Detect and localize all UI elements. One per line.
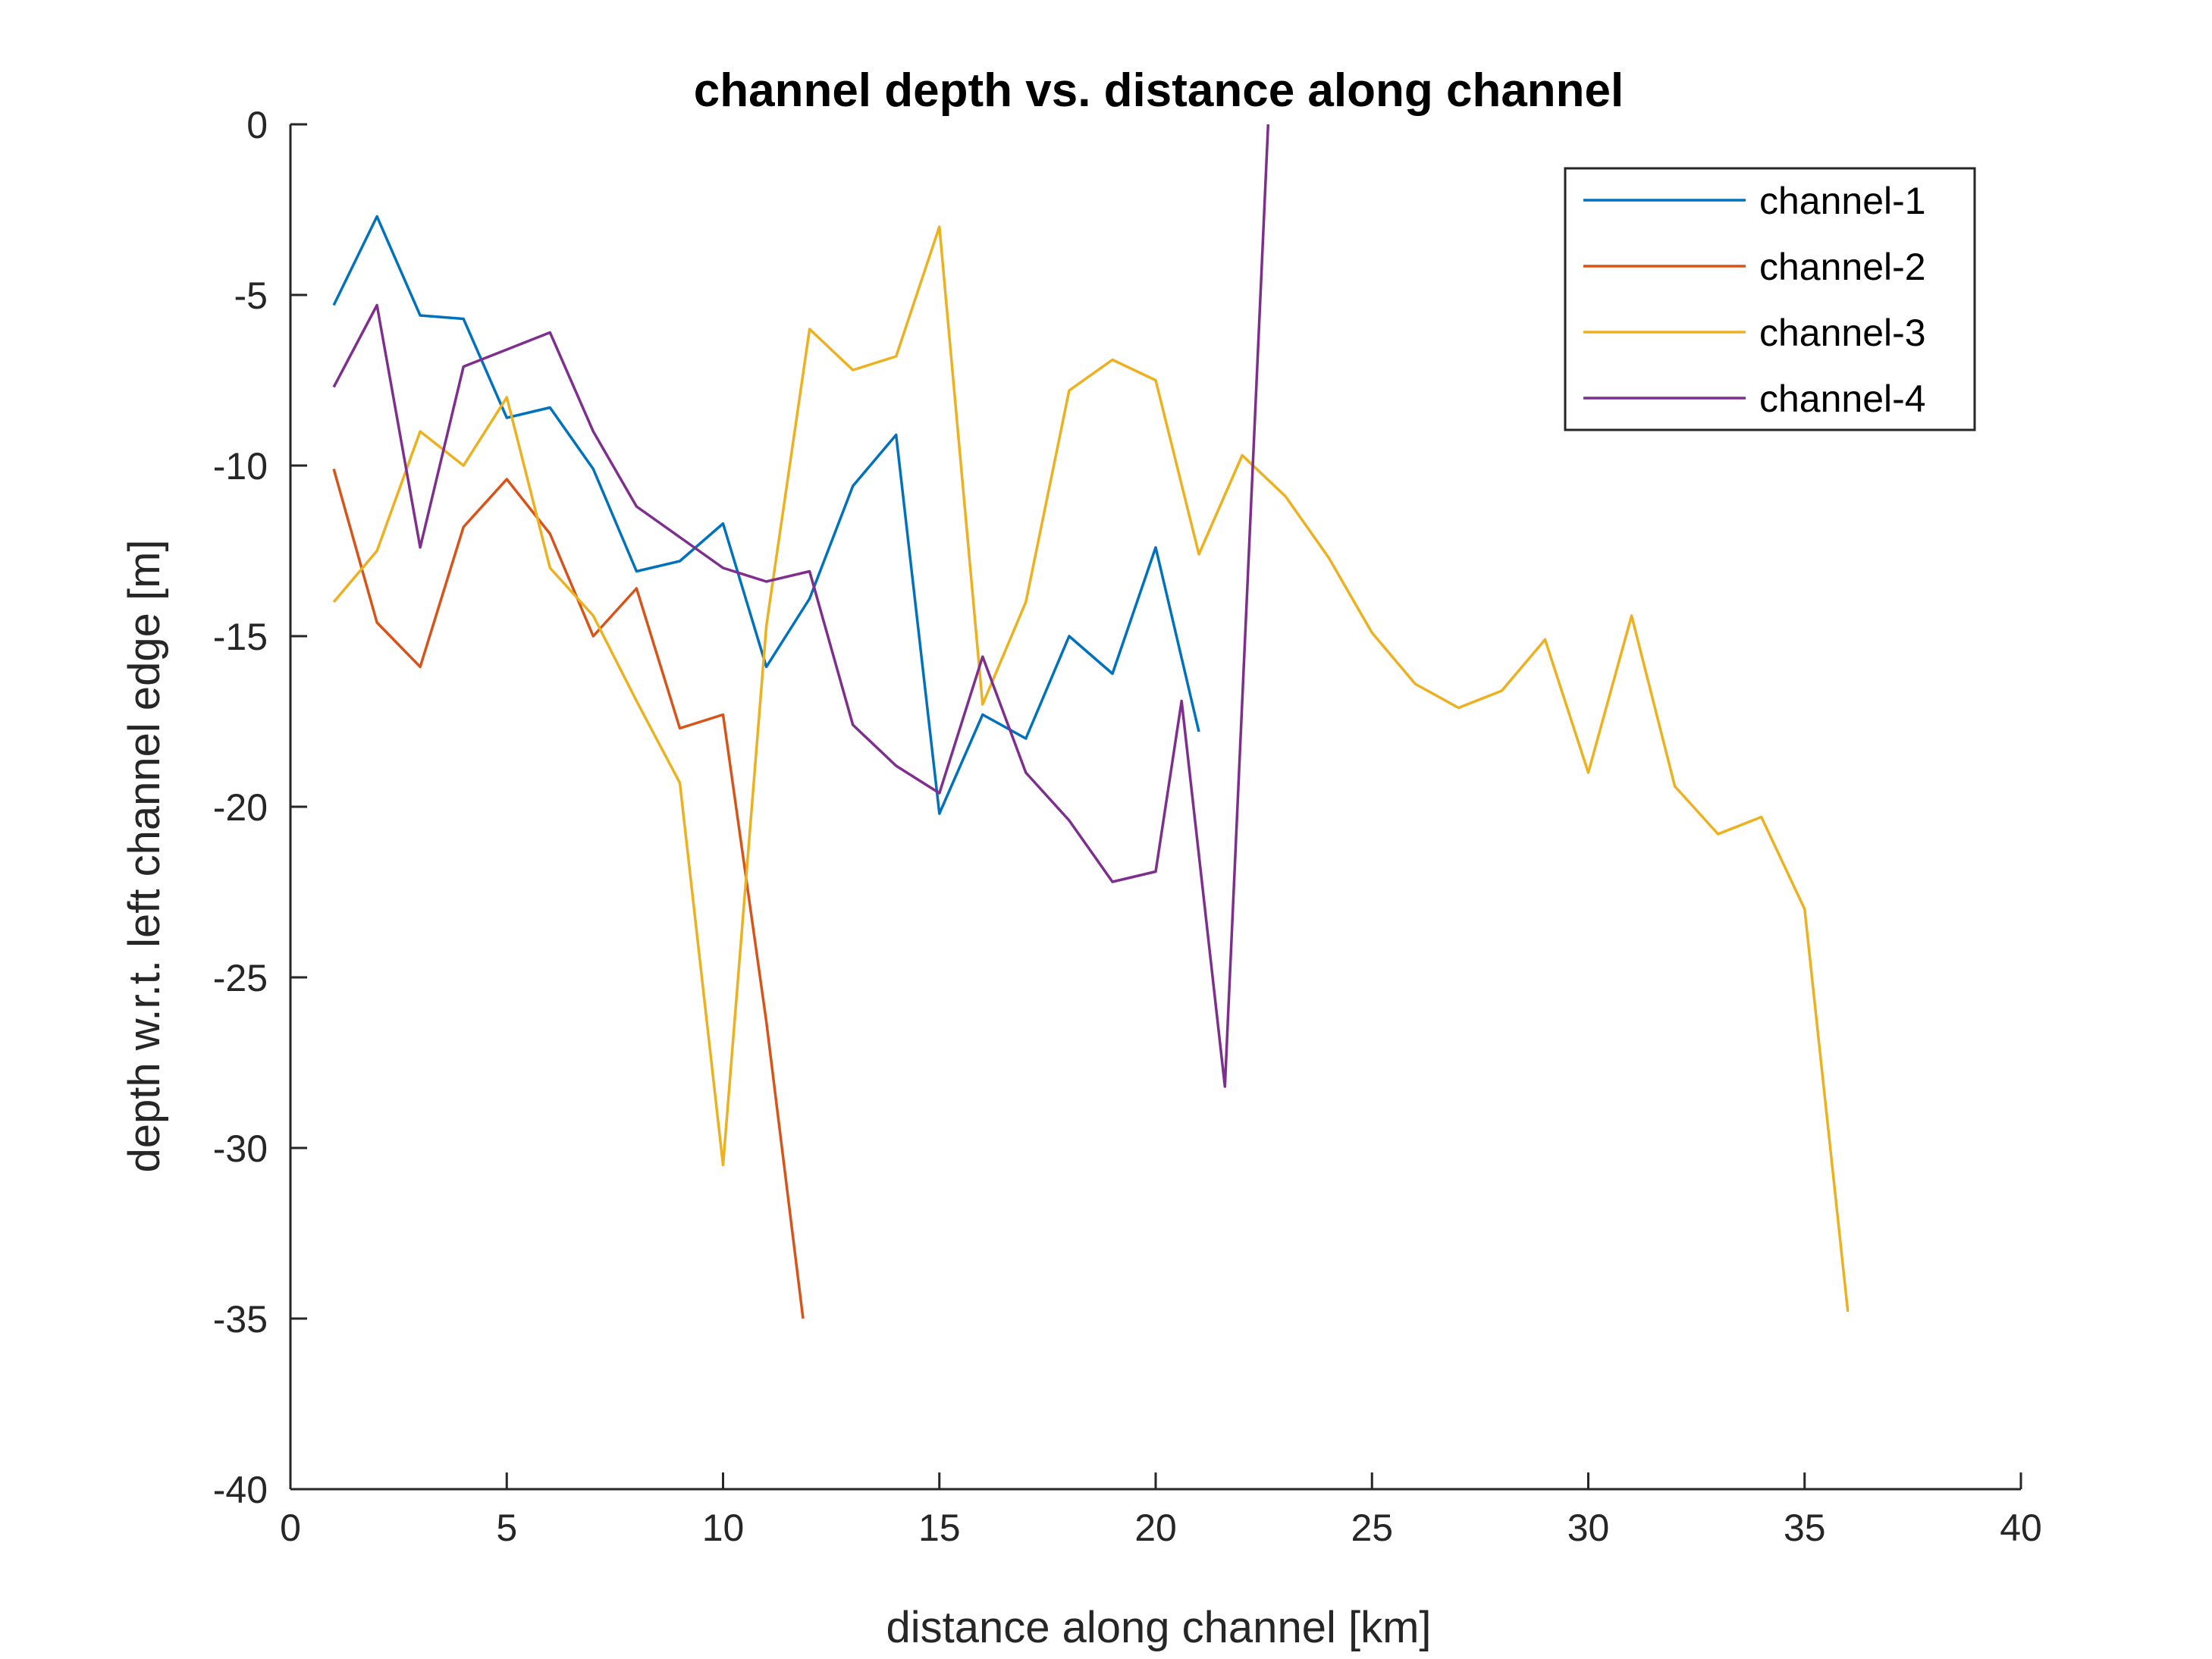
- legend-label-channel-3: channel-3: [1759, 312, 1926, 354]
- y-tick-label: -15: [213, 616, 268, 658]
- x-tick-label: 20: [1134, 1507, 1177, 1549]
- series-line-channel-4: [332, 124, 1270, 1088]
- x-tick-label: 40: [2000, 1507, 2042, 1549]
- y-tick-label: -20: [213, 786, 268, 829]
- x-tick-label: 0: [280, 1507, 301, 1549]
- y-tick-label: -35: [213, 1298, 268, 1341]
- x-tick-label: 30: [1567, 1507, 1610, 1549]
- x-tick-label: 15: [918, 1507, 961, 1549]
- y-tick-label: -40: [213, 1469, 268, 1511]
- y-tick-label: 0: [246, 104, 268, 146]
- y-tick-label: -10: [213, 445, 268, 488]
- x-tick-label: 5: [496, 1507, 517, 1549]
- x-tick-label: 35: [1784, 1507, 1826, 1549]
- y-tick-label: -30: [213, 1127, 268, 1170]
- legend-box: [1564, 167, 1976, 431]
- series-layer: [332, 124, 1850, 1319]
- y-tick-label: -25: [213, 957, 268, 999]
- series-line-channel-2: [332, 469, 805, 1319]
- legend-label-channel-1: channel-1: [1759, 180, 1926, 222]
- axes-layer: 0 5 10 15 20 25 30 35 40 0 -5 -10 -15 -20 -25 -30 -35 -40: [213, 104, 2042, 1549]
- x-tick-label: 25: [1351, 1507, 1393, 1549]
- legend-label-channel-4: channel-4: [1759, 378, 1926, 420]
- series-line-channel-1: [332, 215, 1200, 815]
- series-line-channel-3: [332, 225, 1850, 1312]
- y-axis-label: depth w.r.t. left channel edge [m]: [120, 539, 169, 1172]
- x-tick-label: 10: [702, 1507, 745, 1549]
- chart-title: channel depth vs. distance along channel: [694, 64, 1624, 117]
- x-axis-label: distance along channel [km]: [886, 1603, 1432, 1652]
- legend: channel-1 channel-2 channel-3 channel-4: [1564, 167, 1976, 431]
- legend-label-channel-2: channel-2: [1759, 246, 1926, 288]
- y-tick-label: -5: [234, 274, 268, 317]
